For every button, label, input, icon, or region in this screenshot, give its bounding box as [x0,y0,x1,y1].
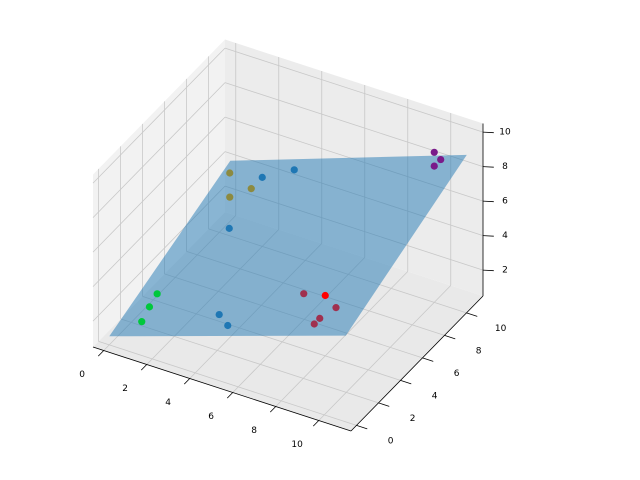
grid-line [92,151,226,287]
z-tick-label: 4 [502,231,508,241]
point [247,185,255,193]
z-tick [482,235,494,237]
grid-line [92,116,226,253]
point [430,162,438,170]
point [437,155,445,164]
y-tick [356,424,368,430]
grid-line [224,47,484,133]
point [225,224,233,232]
y-tick-label: 6 [454,369,460,379]
point [138,318,146,326]
y-tick-label: 10 [495,324,507,334]
y-tick [466,312,478,317]
z-tick-label: 2 [502,266,508,276]
axis-line [350,295,484,432]
y-tick [422,357,434,362]
x-tick [140,364,148,371]
grid-line [224,82,484,168]
x-tick-label: 8 [251,426,257,436]
grid-line [318,285,452,421]
x-tick [97,350,105,357]
x-tick [226,392,234,399]
y-tick-label: 4 [432,392,438,402]
z-tick-label: 6 [502,197,508,207]
z-tick-label: 8 [502,162,508,172]
z-tick [482,131,494,134]
point [215,310,223,319]
y-tick-label: 8 [476,347,482,357]
y-tick-label: 0 [388,437,394,447]
z-tick-label: 10 [499,128,511,138]
point [290,166,298,174]
x-tick [183,378,191,385]
x-tick-label: 6 [208,412,214,422]
grid-line [275,271,409,407]
z-tick [482,200,494,203]
y-tick [378,402,390,407]
point [224,321,232,330]
grid-line [92,82,226,218]
y-tick-label: 2 [410,414,416,424]
z-tick [482,166,494,168]
point [258,173,266,181]
point [226,193,234,201]
axis-line [92,346,352,432]
x-tick-label: 2 [122,384,128,394]
point [316,314,324,322]
x-tick-label: 4 [165,398,171,408]
point [153,290,161,298]
point [321,291,329,300]
plane [109,154,467,337]
point [430,148,438,156]
z-tick [482,269,494,272]
point [300,290,308,298]
y-tick [400,379,412,385]
point [145,303,154,311]
x-tick-label: 0 [79,370,85,380]
point [310,320,318,328]
x-tick [312,420,320,427]
point [332,304,340,312]
point [226,169,234,177]
grid-line [92,47,226,184]
x-tick-label: 10 [291,440,303,450]
grid-line [98,340,357,426]
x-tick [269,406,277,413]
y-tick [444,334,456,340]
